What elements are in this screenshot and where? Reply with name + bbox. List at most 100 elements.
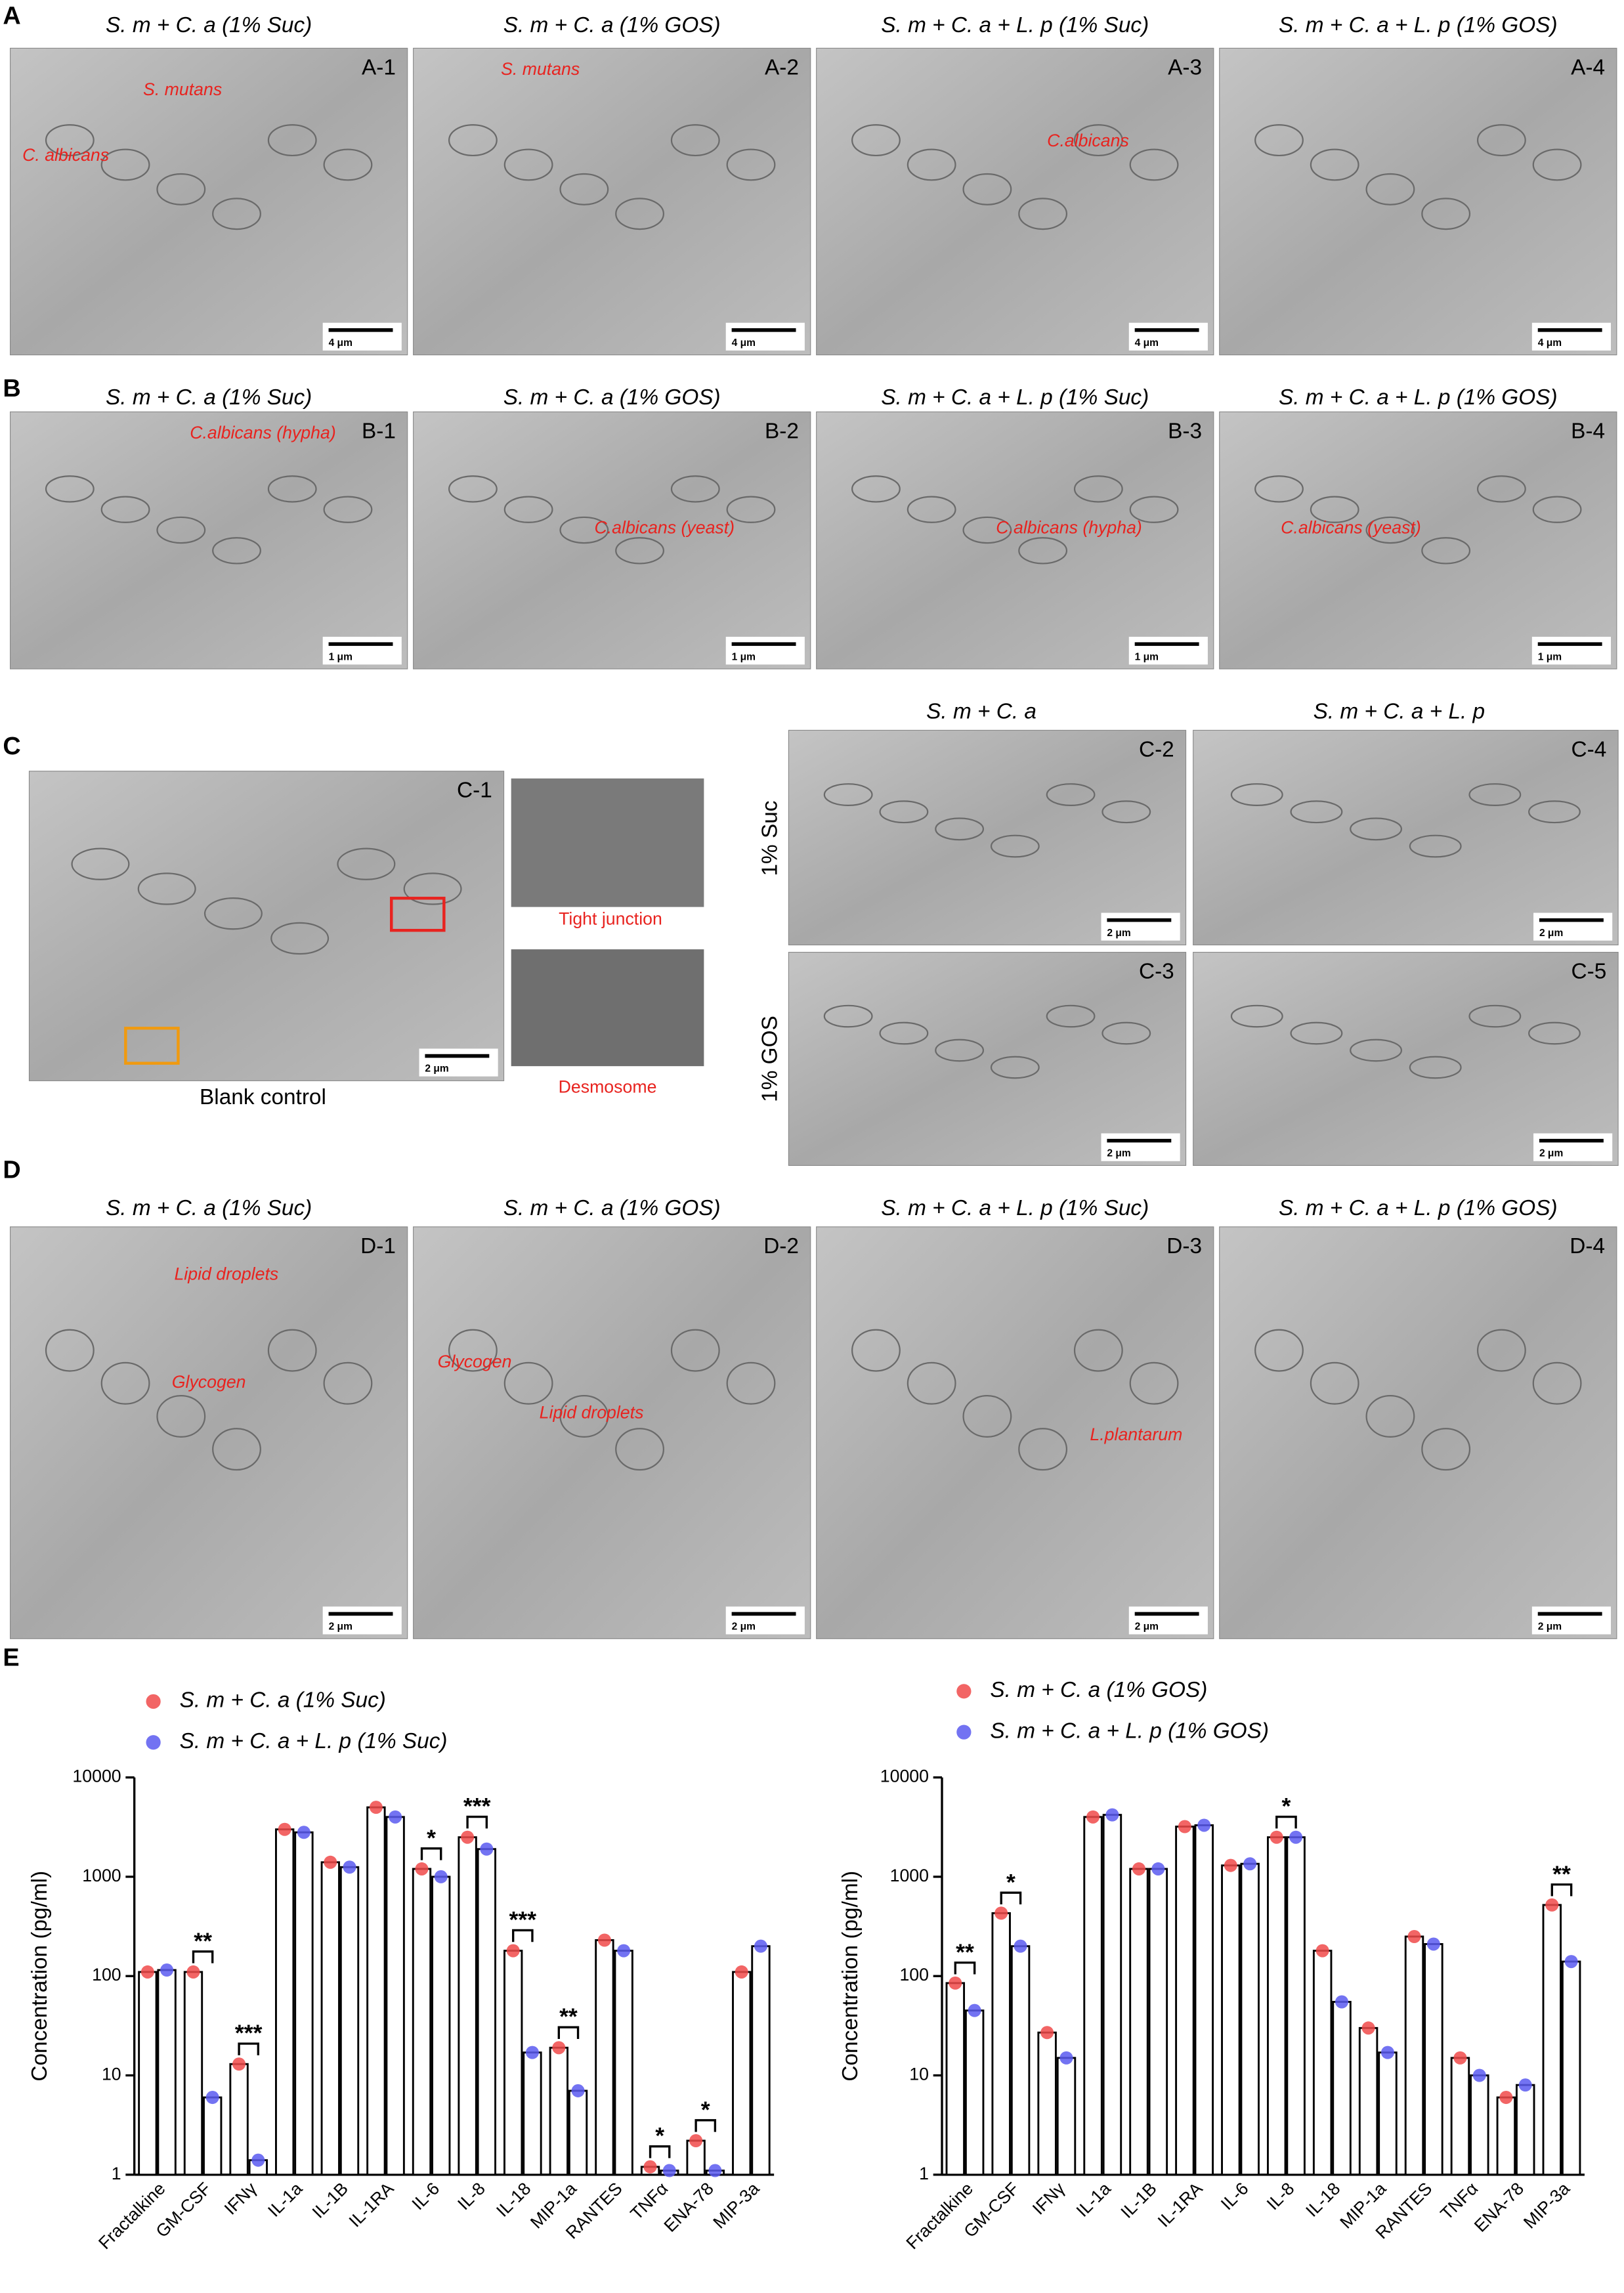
bar: [1194, 1824, 1214, 2176]
bar-dot: [617, 1944, 631, 1958]
panel-title: S. m + C. a (1% GOS): [503, 13, 721, 37]
annotation: C.albicans (hypha): [996, 517, 1142, 537]
cell-structure: [267, 124, 317, 157]
inset: [511, 778, 704, 907]
scale-bar-box: [1101, 912, 1180, 941]
scale-bar-label: 2 μm: [732, 1621, 756, 1633]
scale-bar-box: [1128, 322, 1208, 351]
micrograph: [816, 47, 1214, 356]
significance-bracket: [1550, 1883, 1573, 1897]
bar: [203, 2096, 223, 2176]
cell-structure: [1310, 496, 1359, 523]
panel-title: S. m + C. a (1% GOS): [503, 1196, 721, 1220]
bar: [1286, 1836, 1306, 2176]
y-tick-label: 10: [102, 2065, 121, 2084]
scale-bar-box: [1531, 637, 1611, 665]
cell-structure: [45, 124, 95, 157]
bar-dot: [1361, 2021, 1375, 2035]
bar: [339, 1866, 360, 2176]
x-tick-label: ENA-78: [1470, 2179, 1528, 2236]
bar: [275, 1828, 295, 2176]
cell-structure: [1018, 198, 1068, 230]
bar-dot: [994, 1906, 1008, 1920]
x-tick-label: MIP-3a: [709, 2178, 763, 2232]
cell-structure: [1230, 783, 1283, 807]
significance-bracket: [192, 1950, 214, 1963]
bar: [1542, 1904, 1562, 2176]
cell-structure: [212, 1428, 261, 1471]
bar-dot: [1407, 1929, 1421, 1944]
cell-structure: [503, 1361, 553, 1405]
annotation: Glycogen: [172, 1372, 246, 1392]
cell-structure: [1254, 475, 1304, 503]
significance-bracket: [238, 2042, 259, 2055]
cell-structure: [267, 1329, 317, 1372]
scale-bar-box: [322, 322, 402, 351]
cell-structure: [670, 1329, 720, 1372]
scale-bar-label: 2 μm: [1107, 1148, 1130, 1159]
bar-dot: [1545, 1898, 1559, 1912]
bar: [1148, 1868, 1168, 2176]
significance-bracket: [420, 1847, 442, 1860]
cell-structure: [1310, 148, 1359, 181]
cell-structure: [270, 922, 330, 955]
bar-dot: [461, 1830, 475, 1844]
bar-dot: [1472, 2068, 1486, 2082]
y-tick-label: 100: [92, 1965, 121, 1984]
panel-title: S. m + C. a + L. p (1% Suc): [881, 1196, 1149, 1220]
scale-bar-label: 4 μm: [1538, 337, 1562, 349]
scale-bar-box: [725, 637, 805, 665]
bar-dot: [140, 1965, 154, 1979]
bar: [503, 1950, 523, 2176]
bar-dot: [708, 2164, 722, 2177]
panel-title: S. m + C. a + L. p (1% GOS): [1279, 1196, 1558, 1220]
bar: [1037, 2031, 1057, 2176]
bar-dot: [1178, 1820, 1191, 1833]
micrograph: [413, 1226, 811, 1639]
cell-structure: [559, 1394, 609, 1438]
cell-structure: [1129, 496, 1179, 523]
bar: [614, 1950, 633, 2176]
scale-bar-label: 1 μm: [1538, 651, 1562, 662]
bar: [320, 1861, 340, 2176]
micrograph: [10, 1226, 408, 1639]
image-label: B-4: [1571, 419, 1605, 443]
significance-label: *: [701, 2097, 710, 2123]
cell-structure: [337, 847, 396, 880]
significance-bracket: [694, 2119, 717, 2132]
cell-structure: [1468, 783, 1522, 807]
annotation: L.plantarum: [1090, 1425, 1182, 1444]
panel-title: S. m + C. a (1% Suc): [106, 1196, 312, 1220]
annotation: Glycogen: [438, 1352, 512, 1371]
micrograph: [28, 771, 505, 1081]
bar: [1496, 2096, 1516, 2176]
cell-structure: [823, 783, 873, 807]
bar-dot: [232, 2057, 246, 2071]
image-label: B-3: [1168, 419, 1202, 443]
cell-structure: [212, 537, 261, 565]
bar: [366, 1806, 386, 2176]
y-axis-label: Concentration (pg/ml): [838, 1871, 863, 2082]
x-tick-label: IFNγ: [1029, 2178, 1069, 2219]
scale-bar-label: 2 μm: [425, 1063, 448, 1075]
bar-dot: [968, 2004, 981, 2017]
tight-junction-box: [390, 897, 446, 932]
bar: [991, 1912, 1011, 2176]
scale-bar-box: [322, 637, 402, 665]
column-title: S. m + C. a + L. p: [1314, 700, 1485, 724]
panel-letter: D: [3, 1156, 20, 1184]
bar-dot: [1380, 2046, 1394, 2059]
bar-dot: [1270, 1830, 1283, 1844]
bar: [964, 2009, 985, 2176]
cell-structure: [503, 496, 553, 523]
panel-title: S. m + C. a (1% Suc): [106, 385, 312, 410]
significance-bracket: [557, 2026, 580, 2039]
annotation: Tight junction: [559, 909, 662, 929]
scale-bar-box: [1531, 322, 1611, 351]
image-label: B-2: [765, 419, 799, 443]
bar-dot: [1243, 1857, 1257, 1871]
cell-structure: [990, 834, 1040, 858]
annotation: C.albicans (hypha): [190, 423, 336, 442]
row-title: 1% GOS: [758, 1016, 782, 1102]
